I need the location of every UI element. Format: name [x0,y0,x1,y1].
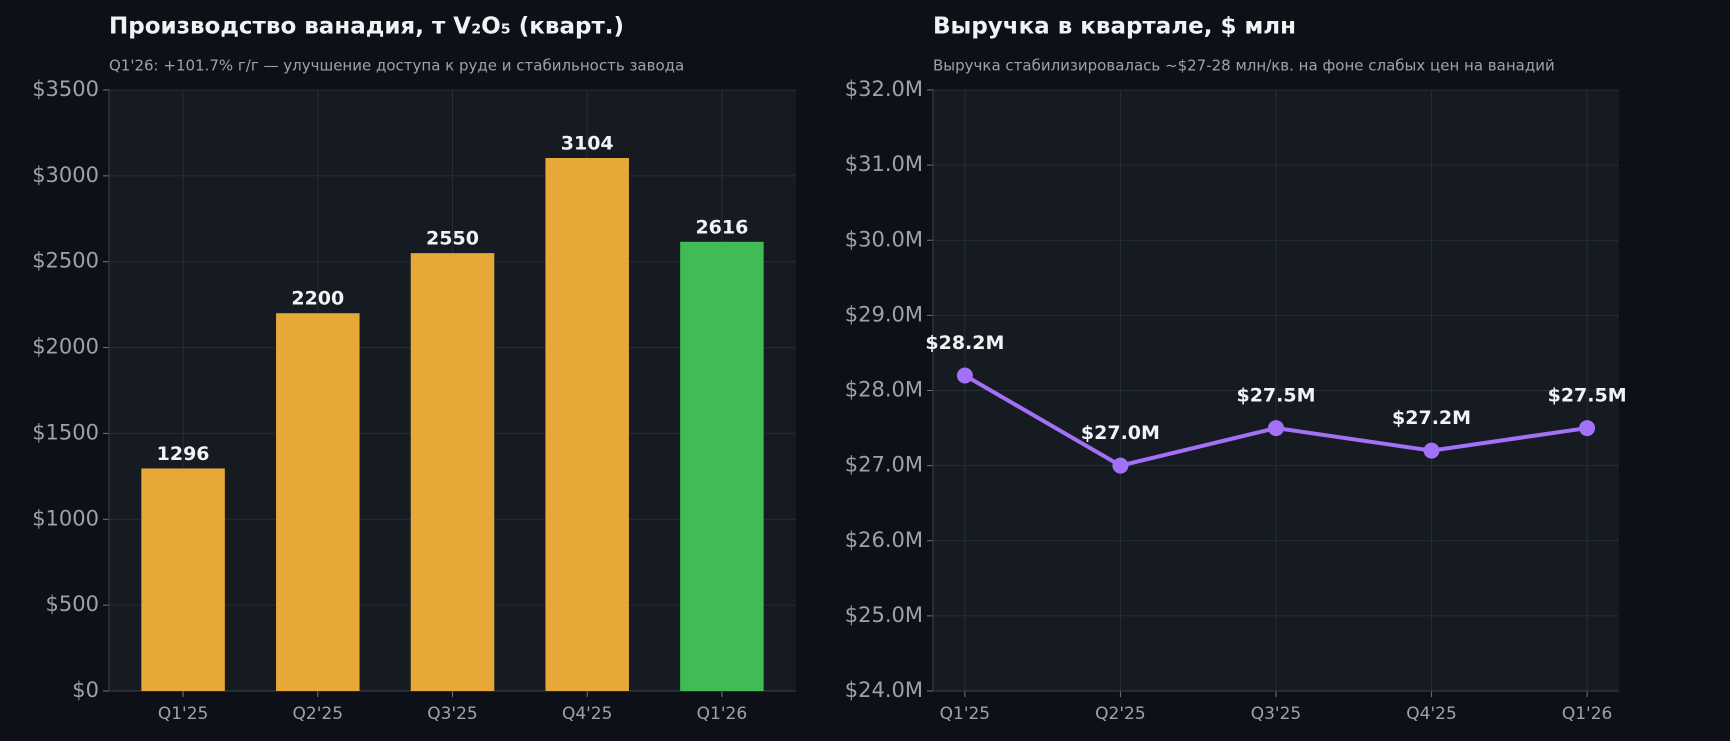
point [1112,457,1129,474]
y-tick-label: $0 [72,678,99,702]
x-tick-label: Q4'25 [562,704,613,724]
x-tick-label: Q4'25 [1406,704,1457,724]
y-tick-label: $3000 [32,163,99,187]
value-label: 3104 [561,132,614,154]
x-tick-label: Q2'25 [293,704,344,724]
value-label: $27.5M [1548,385,1627,407]
point [1268,420,1284,437]
point [1579,420,1596,437]
bar [141,468,225,691]
y-tick-label: $500 [46,592,99,616]
value-label: 2200 [291,288,344,310]
y-tick-label: $25.0M [845,603,923,627]
bar [680,241,764,692]
value-label: 2550 [426,228,479,250]
x-tick-label: Q1'25 [158,704,209,724]
y-tick-label: $30.0M [845,227,923,251]
x-tick-label: Q1'25 [940,704,991,724]
value-label: $28.2M [925,332,1004,354]
chart-subtitle: Q1'26: +101.7% г/г — улучшение доступа к… [109,57,684,75]
value-label: 1296 [157,443,210,465]
point [1423,442,1440,459]
value-label: 2616 [695,216,748,238]
chart-title: Выручка в квартале, $ млн [933,14,1296,40]
value-label: $27.0M [1081,422,1160,444]
y-tick-label: $24.0M [845,678,923,702]
y-tick-label: $3500 [32,77,99,101]
y-tick-label: $1500 [32,420,99,444]
chart-title: Производство ванадия, т V₂O₅ (кварт.) [109,14,624,40]
x-tick-label: Q3'25 [1251,704,1302,724]
y-tick-label: $26.0M [845,528,923,552]
y-tick-label: $27.0M [845,453,923,477]
x-tick-label: Q2'25 [1095,704,1146,724]
point [956,367,973,384]
y-tick-label: $28.0M [845,378,923,402]
value-label: $27.2M [1392,407,1471,429]
y-tick-label: $29.0M [845,302,923,326]
y-tick-label: $1000 [32,506,99,530]
y-tick-label: $2500 [32,249,99,273]
bar [276,313,360,691]
y-tick-label: $32.0M [845,77,923,101]
x-tick-label: Q3'25 [427,704,478,724]
x-tick-label: Q1'26 [697,704,748,724]
bar [410,253,495,691]
y-tick-label: $2000 [32,335,99,359]
bar [545,157,629,692]
x-tick-label: Q1'26 [1562,704,1613,724]
chart-subtitle: Выручка стабилизировалась ~$27-28 млн/кв… [933,57,1555,75]
y-tick-label: $31.0M [845,152,923,176]
value-label: $27.5M [1236,385,1315,407]
